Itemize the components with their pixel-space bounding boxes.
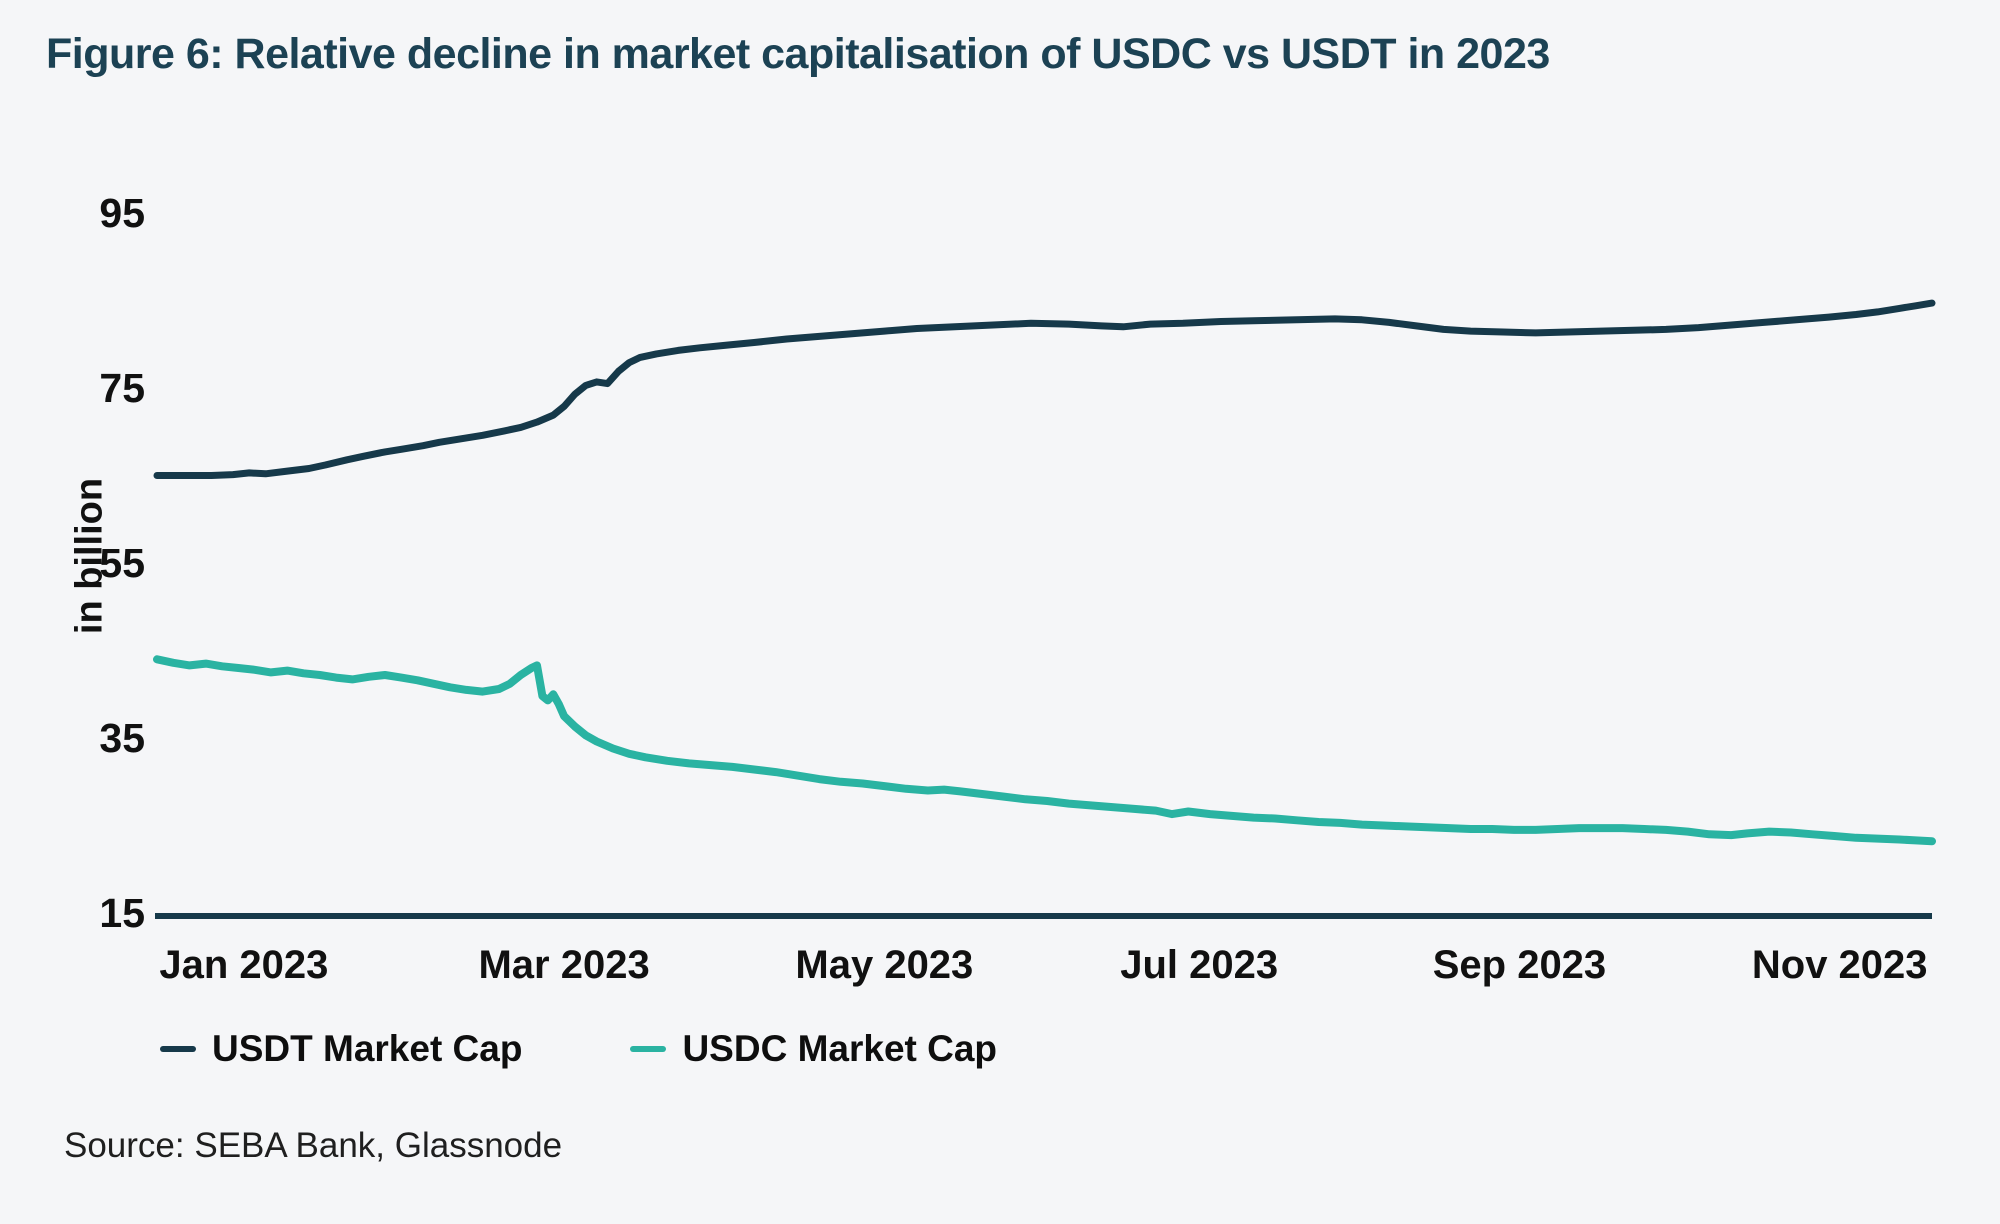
x-tick-label-nov-2023: Nov 2023 xyxy=(1751,943,1928,987)
y-tick-label-75: 75 xyxy=(99,365,145,411)
y-axis-title: in billion xyxy=(68,477,111,635)
y-tick-label-55: 55 xyxy=(99,540,145,586)
x-tick-label-jan-2023: Jan 2023 xyxy=(159,943,329,987)
usdc-market-cap-line xyxy=(153,655,1936,846)
x-tick-label-may-2023: May 2023 xyxy=(795,943,974,987)
x-tick-label-sep-2023: Sep 2023 xyxy=(1432,943,1607,987)
chart-legend: USDT Market Cap USDC Market Cap xyxy=(160,1028,997,1070)
usdt-market-cap-line xyxy=(153,299,1936,479)
legend-item-usdt: USDT Market Cap xyxy=(160,1028,522,1070)
x-tick-label-mar-2023: Mar 2023 xyxy=(478,943,650,987)
source-note: Source: SEBA Bank, Glassnode xyxy=(64,1126,563,1165)
usdt-line-swatch-icon xyxy=(160,1046,196,1052)
y-tick-label-15: 15 xyxy=(99,890,145,936)
legend-label-usdt: USDT Market Cap xyxy=(212,1028,523,1069)
legend-label-usdc: USDC Market Cap xyxy=(682,1028,998,1069)
usdc-line-swatch-icon xyxy=(630,1046,667,1052)
x-tick-label-jul-2023: Jul 2023 xyxy=(1120,943,1279,987)
legend-item-usdc: USDC Market Cap xyxy=(630,1028,997,1070)
chart-title: Figure 6: Relative decline in market cap… xyxy=(46,30,1550,78)
y-tick-label-35: 35 xyxy=(99,715,145,761)
y-tick-label-95: 95 xyxy=(99,190,145,236)
